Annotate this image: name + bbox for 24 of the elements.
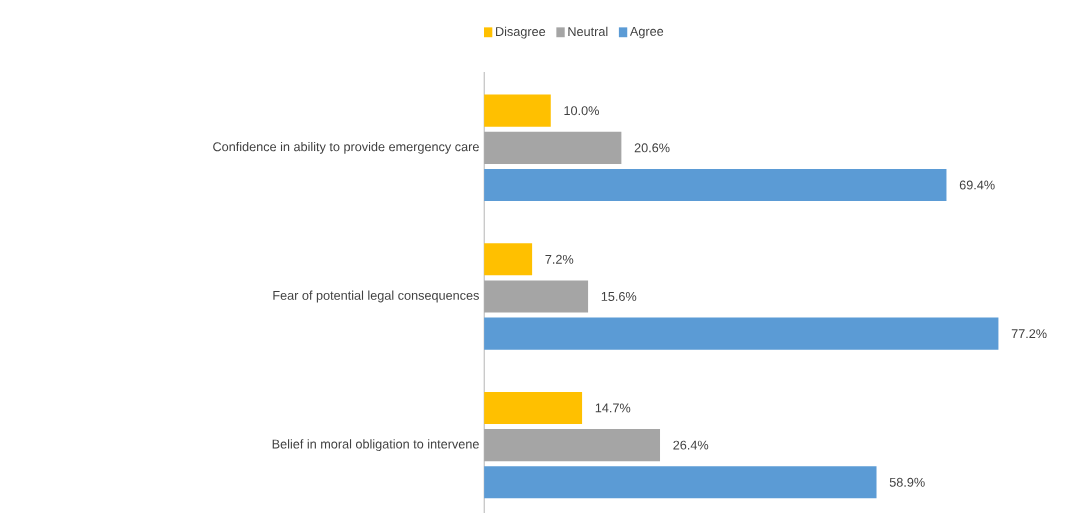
bar <box>484 131 622 164</box>
bar <box>484 168 947 201</box>
bar <box>484 317 999 350</box>
data-label: 7.2% <box>545 254 574 264</box>
data-label: 69.4% <box>959 180 995 190</box>
y-tick-label: Belief in moral obligation to intervene <box>272 438 479 451</box>
bar <box>484 391 583 424</box>
data-label: 58.9% <box>889 477 925 487</box>
bar <box>484 428 661 461</box>
bar <box>484 94 551 127</box>
bar <box>484 280 589 313</box>
data-label: 14.7% <box>595 403 631 413</box>
data-label: 77.2% <box>1011 328 1047 338</box>
data-label: 10.0% <box>564 105 599 115</box>
bar <box>484 243 533 276</box>
legend-label: Disagree <box>496 26 546 39</box>
data-label: 20.6% <box>634 143 670 153</box>
bar <box>484 465 877 499</box>
y-tick-label: Fear of potential legal consequences <box>273 290 479 303</box>
legend-label: Neutral <box>568 26 608 36</box>
data-label: 15.6% <box>601 291 637 301</box>
data-label: 26.4% <box>673 440 709 450</box>
y-tick-label: Confidence in ability to provide emergency care <box>213 141 479 154</box>
legend-label: Agree <box>629 26 664 39</box>
